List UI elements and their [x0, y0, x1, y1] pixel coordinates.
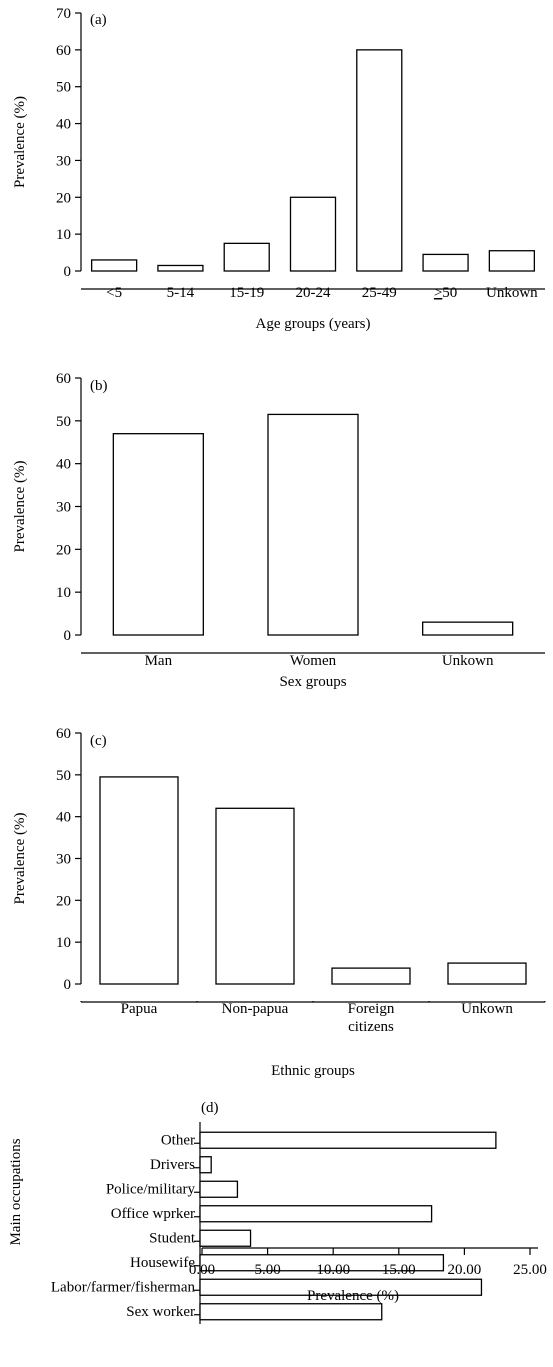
- y-tick-label: Labor/farmer/fisherman: [51, 1279, 196, 1295]
- panel-label: (b): [90, 378, 108, 394]
- x-tick-label: 20-24: [296, 285, 331, 301]
- bar: [223, 242, 270, 272]
- y-tick-label: 60: [56, 371, 71, 387]
- y-axis-title: Prevalence (%): [12, 96, 28, 188]
- y-tick-label: Student: [149, 1230, 196, 1246]
- bar: [112, 433, 204, 636]
- y-axis-title: Prevalence (%): [12, 460, 28, 552]
- chart-panel-0: 0 10 20 30 40 50 60 70 <5 5-14 15-19 20-24 25-49 >50 U…: [12, 6, 545, 332]
- y-tick-label: Police/military: [106, 1181, 196, 1197]
- bar: [488, 250, 536, 272]
- bar: [356, 49, 403, 272]
- x-tick-label: 5.00: [254, 1262, 280, 1278]
- bar: [422, 253, 469, 272]
- panel-label: (c): [90, 733, 107, 749]
- bar: [199, 1131, 497, 1149]
- y-tick-label: 50: [56, 768, 71, 784]
- x-tick-label: Man: [145, 653, 173, 669]
- chart-panel-2: 0 10 20 30 40 50 60 Papua Non-papua Foreign citize…: [12, 726, 546, 1079]
- chart-panel-1: 0 10 20 30 40 50 60 Man Women Unkown Sex groups Pre…: [12, 371, 545, 690]
- panel-label: (d): [201, 1100, 219, 1116]
- x-tick-label: Foreign citizens: [348, 1001, 395, 1035]
- y-axis-title: Main occupations: [8, 1138, 24, 1245]
- y-tick-label: 40: [56, 117, 71, 133]
- x-tick-label: Unkown: [486, 285, 538, 301]
- bar: [199, 1254, 445, 1272]
- x-tick-label: 15-19: [229, 285, 264, 301]
- x-tick-label: Unkown: [461, 1001, 513, 1017]
- y-tick-label: 30: [56, 500, 71, 516]
- y-tick-label: 10: [56, 585, 71, 601]
- x-tick-label: 0.00: [189, 1262, 215, 1278]
- y-tick-label: 10: [56, 227, 71, 243]
- y-tick-label: Sex worker: [126, 1304, 195, 1320]
- y-tick-label: 20: [56, 190, 71, 206]
- y-tick-label: 30: [56, 852, 71, 868]
- bar: [422, 621, 514, 636]
- x-tick-label: Papua: [121, 1001, 158, 1017]
- x-tick-label: Non-papua: [222, 1001, 289, 1017]
- bar: [199, 1278, 483, 1296]
- y-tick-label: 20: [56, 893, 71, 909]
- y-tick-label: 70: [56, 6, 71, 22]
- y-tick-label: Office wprker: [111, 1206, 195, 1222]
- bar: [199, 1180, 239, 1198]
- y-tick-label: 30: [56, 153, 71, 169]
- bar: [267, 413, 359, 636]
- x-tick-label: >50: [434, 285, 457, 301]
- x-tick-label: Women: [290, 653, 337, 669]
- y-tick-label: 60: [56, 726, 71, 742]
- bar: [199, 1229, 252, 1247]
- x-tick-label: 5-14: [167, 285, 195, 301]
- x-tick-label: 25.00: [513, 1262, 547, 1278]
- x-tick-label: 10.00: [316, 1262, 350, 1278]
- bar: [90, 259, 138, 272]
- x-axis-title: Sex groups: [279, 674, 346, 690]
- y-tick-label: Housewife: [130, 1255, 195, 1271]
- x-tick-label: 25-49: [362, 285, 397, 301]
- y-tick-label: 60: [56, 43, 71, 59]
- bar: [99, 776, 179, 985]
- x-tick-label: 20.00: [448, 1262, 482, 1278]
- bar: [157, 264, 204, 272]
- x-tick-label: Unkown: [442, 653, 494, 669]
- bar: [289, 196, 337, 272]
- panel-label: (a): [90, 12, 107, 28]
- y-tick-label: Other: [161, 1132, 195, 1148]
- bar: [331, 967, 411, 985]
- y-tick-label: 50: [56, 80, 71, 96]
- bar: [199, 1303, 383, 1321]
- y-tick-label: 0: [64, 977, 72, 993]
- bar: [199, 1205, 433, 1223]
- x-axis-title: Age groups (years): [256, 316, 371, 332]
- bar: [199, 1156, 212, 1174]
- bar: [447, 962, 527, 985]
- bar: [215, 807, 295, 985]
- x-axis-title: Ethnic groups: [271, 1063, 355, 1079]
- y-tick-label: 0: [64, 628, 72, 644]
- y-tick-label: 40: [56, 457, 71, 473]
- y-tick-label: Drivers: [150, 1157, 195, 1173]
- x-tick-label: <5: [106, 285, 122, 301]
- y-tick-label: 40: [56, 810, 71, 826]
- y-tick-label: 10: [56, 935, 71, 951]
- y-tick-label: 20: [56, 542, 71, 558]
- x-tick-label: 15.00: [382, 1262, 416, 1278]
- y-tick-label: 0: [64, 264, 72, 280]
- x-axis-title: Prevalence (%): [307, 1288, 399, 1304]
- y-axis-title: Prevalence (%): [12, 812, 28, 904]
- y-tick-label: 50: [56, 414, 71, 430]
- chart-panel-3: Other Drivers Police/military Office wprker…: [8, 1100, 547, 1324]
